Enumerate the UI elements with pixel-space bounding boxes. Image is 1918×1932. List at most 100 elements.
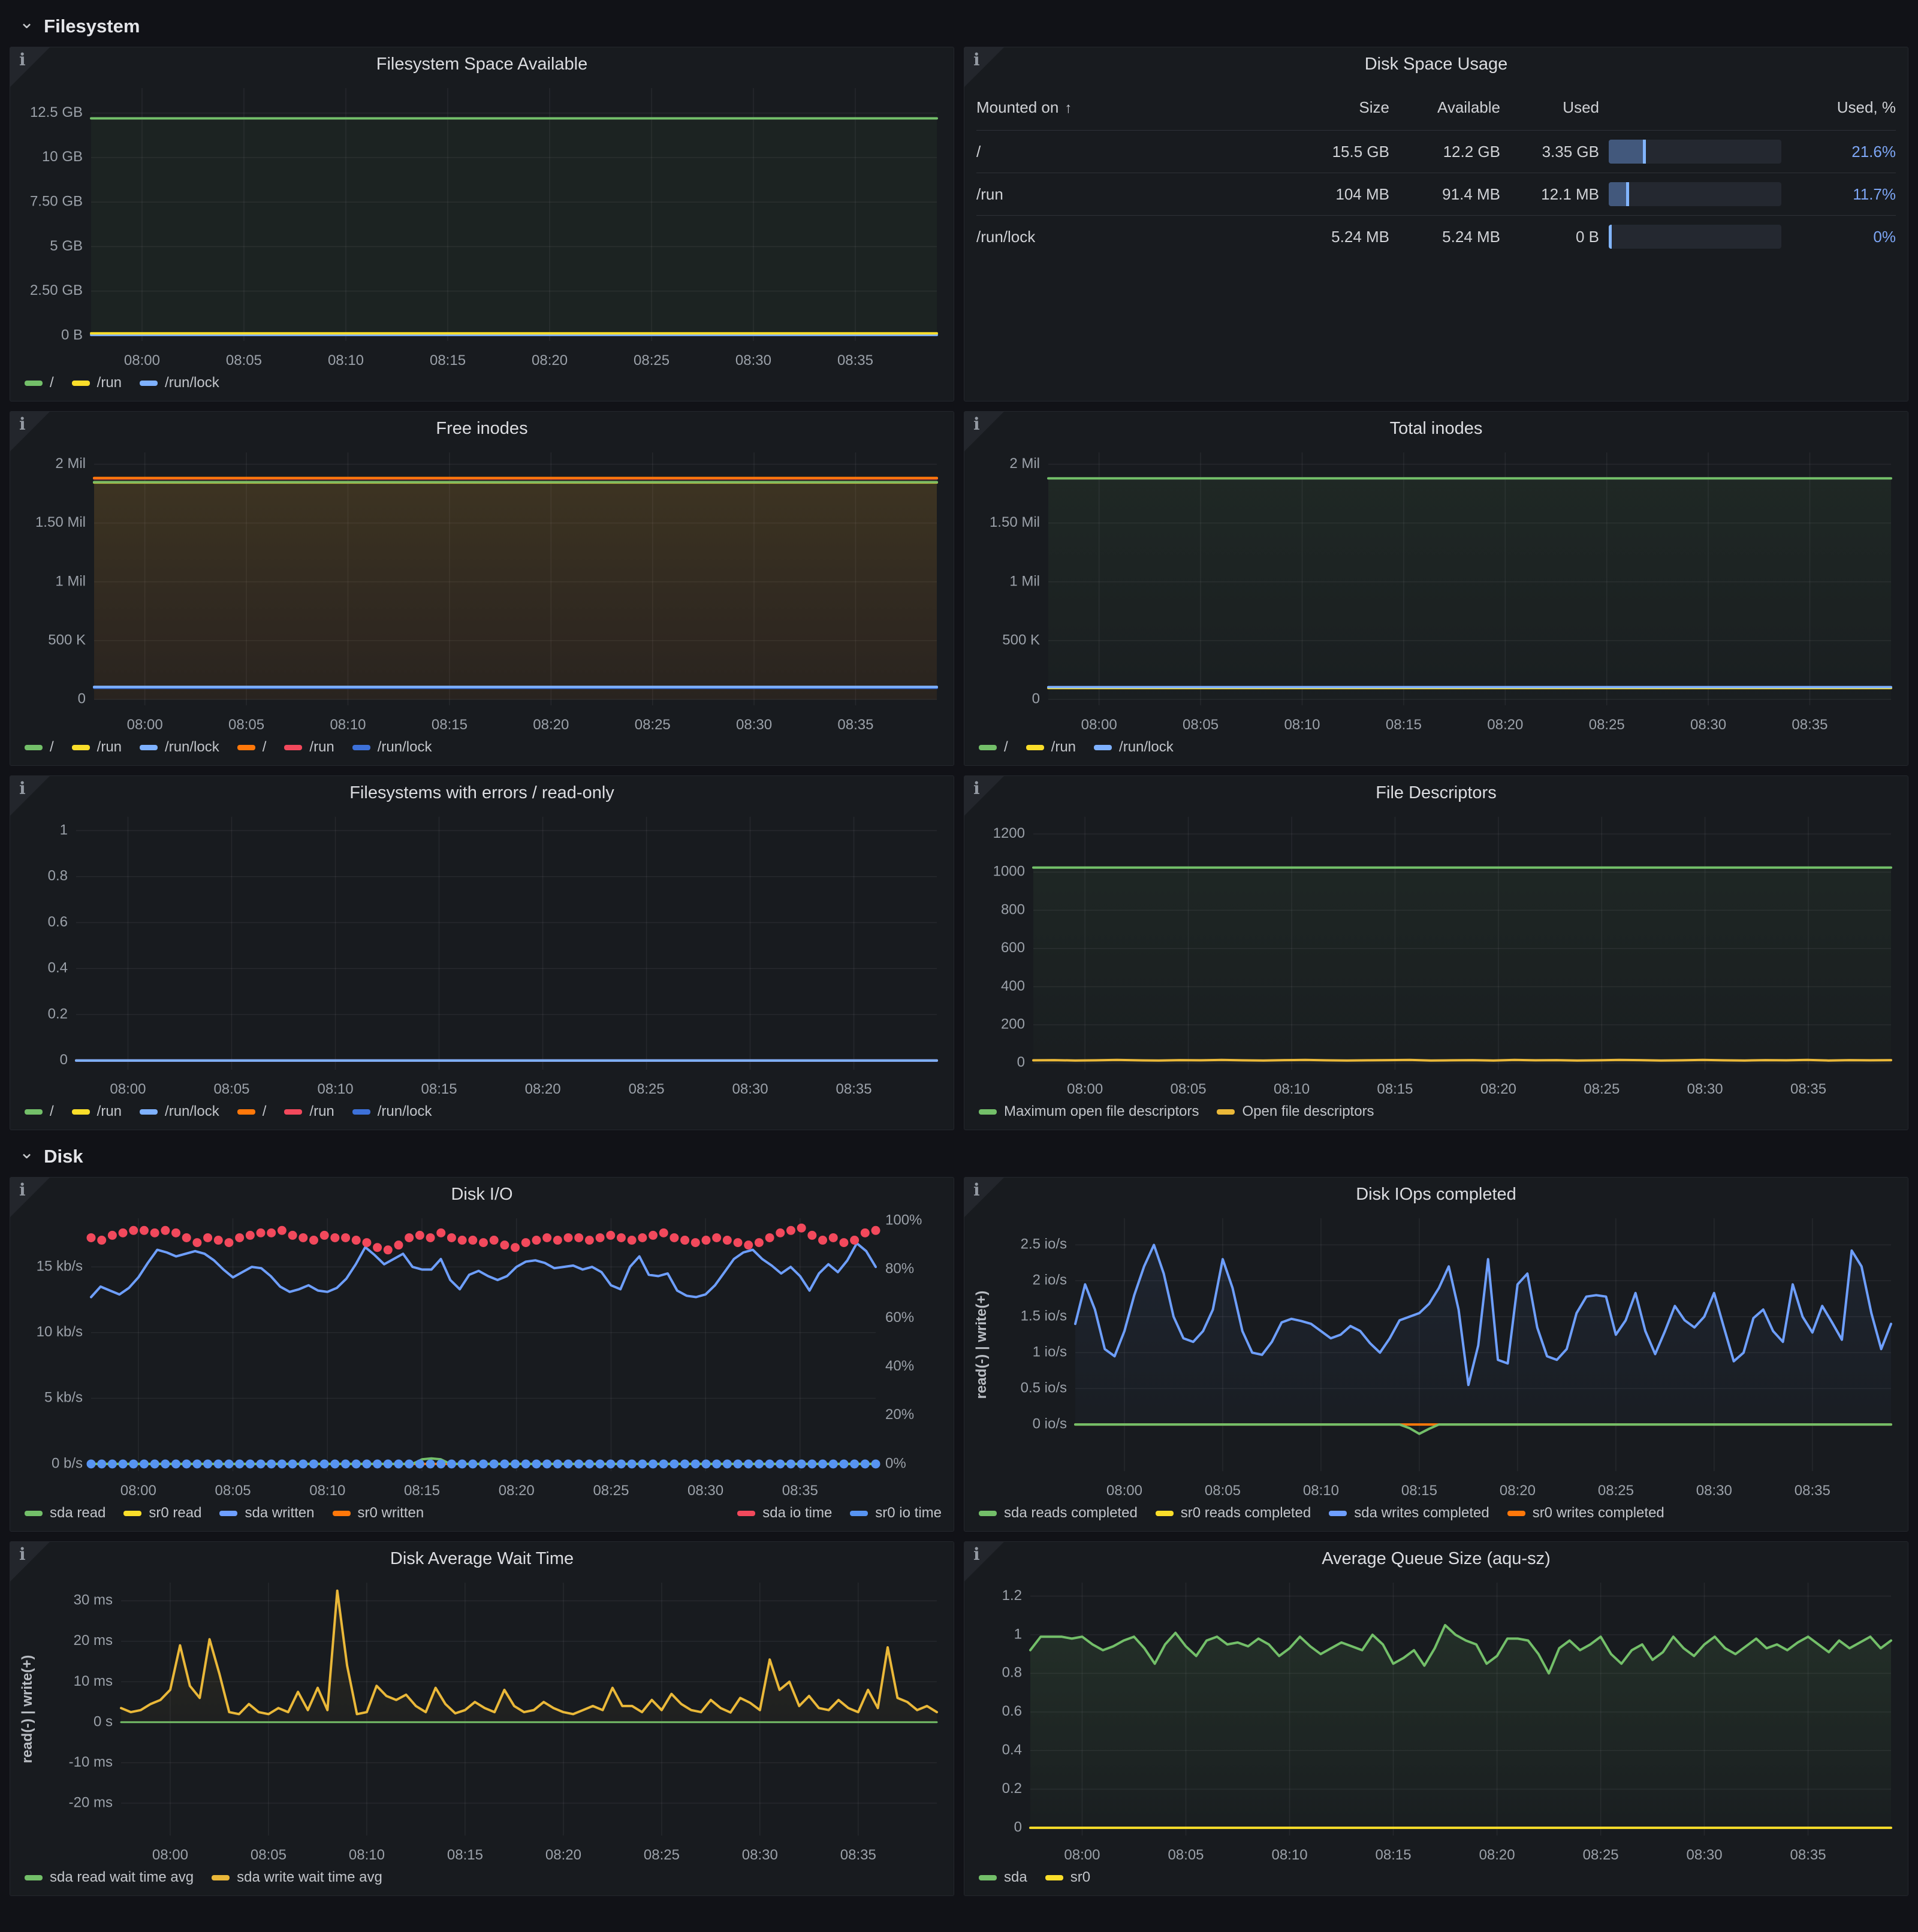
chart-canvas[interactable]: 0 500 K 1 Mil 1.50 Mil 2 Mil 08:00 08:05 08:10 0… [964, 445, 1908, 736]
panel-disk-io: i Disk I/O 0 b/s 5 kb/s 10 kb/s 15 kb/s 0% 20… [10, 1177, 954, 1532]
legend-item[interactable]: /run/lock [352, 1103, 432, 1120]
legend-marker [1026, 744, 1044, 750]
legend-item[interactable]: / [25, 739, 54, 756]
chart-canvas[interactable]: 0 0.2 0.4 0.6 0.8 1 1.2 08:00 08:05 08:10 08:15 08:… [964, 1575, 1908, 1867]
chart-canvas[interactable]: 0 200 400 600 800 1000 1200 08:00 08:05 08:10 08:1… [964, 810, 1908, 1101]
panel-title[interactable]: Average Queue Size (aqu-sz) [1322, 1548, 1551, 1568]
svg-text:5 kb/s: 5 kb/s [44, 1390, 83, 1406]
cell-mount: / [976, 142, 981, 161]
legend-item[interactable]: Maximum open file descriptors [979, 1103, 1199, 1120]
legend-item[interactable]: sda writes completed [1329, 1505, 1489, 1522]
legend-item[interactable]: Open file descriptors [1217, 1103, 1374, 1120]
chart-canvas[interactable]: 0 b/s 5 kb/s 10 kb/s 15 kb/s 0% 20% 40% 60% 80% 1… [10, 1211, 954, 1502]
legend-item[interactable]: sr0 io time [850, 1505, 942, 1522]
svg-text:08:00: 08:00 [127, 717, 163, 733]
legend-item[interactable]: / [237, 1103, 266, 1120]
panel-title[interactable]: File Descriptors [1376, 783, 1497, 802]
legend-item[interactable]: /run/lock [140, 375, 219, 391]
legend-item[interactable]: sda written [219, 1505, 315, 1522]
chart-legend: sda read wait time avg sda write wait tim… [10, 1867, 954, 1895]
legend-item[interactable]: /run [284, 1103, 334, 1120]
column-header-used[interactable]: Used [1563, 98, 1599, 116]
legend-item[interactable]: sr0 writes completed [1507, 1505, 1664, 1522]
section-header-disk[interactable]: ⌄ Disk [10, 1140, 1908, 1173]
legend-item[interactable]: /run [71, 1103, 122, 1120]
panel-title[interactable]: Disk Space Usage [1364, 54, 1508, 74]
column-header-mounted-on[interactable]: Mounted on ↑ [976, 98, 1072, 116]
chart-canvas[interactable]: 0 B 2.50 GB 5 GB 7.50 GB 10 GB 12.5 GB 08:00 08… [10, 81, 954, 372]
svg-text:08:30: 08:30 [687, 1483, 723, 1499]
svg-text:1 Mil: 1 Mil [1009, 573, 1040, 589]
chart-canvas[interactable]: 0 500 K 1 Mil 1.50 Mil 2 Mil 08:00 08:05 08:10 0… [10, 445, 954, 736]
legend-label: / [50, 1103, 54, 1119]
panel-title[interactable]: Free inodes [436, 418, 528, 438]
legend-item[interactable]: /run/lock [1094, 739, 1174, 756]
legend-item[interactable]: /run/lock [352, 739, 432, 756]
svg-text:08:15: 08:15 [1377, 1081, 1413, 1097]
legend-item[interactable]: /run/lock [140, 1103, 219, 1120]
legend-item[interactable]: /run [71, 375, 122, 391]
legend-item[interactable]: /run/lock [140, 739, 219, 756]
disk-grid: i Disk I/O 0 b/s 5 kb/s 10 kb/s 15 kb/s 0% 20… [10, 1177, 1908, 1896]
legend-item[interactable]: / [25, 1103, 54, 1120]
legend-label: /run [1051, 739, 1076, 755]
svg-text:08:35: 08:35 [1795, 1483, 1830, 1499]
legend-label: sda writes completed [1354, 1505, 1489, 1521]
panel-title[interactable]: Total inodes [1389, 418, 1483, 438]
table-row: / 15.5 GB 12.2 GB 3.35 GB 21.6% [976, 130, 1896, 173]
legend-item[interactable]: / [237, 739, 266, 756]
svg-text:08:10: 08:10 [1274, 1081, 1310, 1097]
svg-text:1200: 1200 [993, 825, 1025, 841]
column-header-size[interactable]: Size [1359, 98, 1389, 116]
panel-title[interactable]: Disk Average Wait Time [390, 1548, 574, 1568]
legend-item[interactable]: sda [979, 1869, 1027, 1886]
panel-title[interactable]: Disk I/O [451, 1184, 513, 1204]
svg-text:0: 0 [78, 691, 86, 707]
section-header-filesystem[interactable]: ⌄ Filesystem [10, 10, 1908, 43]
panel-title[interactable]: Filesystem Space Available [376, 54, 588, 74]
svg-text:0.4: 0.4 [1002, 1742, 1022, 1758]
legend-item[interactable]: sda read [25, 1505, 105, 1522]
legend-marker [123, 1510, 142, 1516]
chart-legend: sda reads completed sr0 reads completed sd… [964, 1502, 1908, 1531]
legend-marker [1094, 744, 1112, 750]
section-label: Disk [44, 1146, 83, 1167]
svg-text:08:35: 08:35 [837, 717, 873, 733]
legend-item[interactable]: sr0 reads completed [1155, 1505, 1311, 1522]
legend-marker [1155, 1510, 1174, 1516]
svg-text:08:25: 08:25 [1598, 1483, 1634, 1499]
panel-title[interactable]: Filesystems with errors / read-only [349, 783, 614, 802]
legend-item[interactable]: /run [284, 739, 334, 756]
svg-text:08:15: 08:15 [430, 352, 466, 369]
chevron-down-icon: ⌄ [19, 1143, 35, 1163]
legend-item[interactable]: sr0 read [123, 1505, 201, 1522]
cell-available: 12.2 GB [1443, 142, 1500, 161]
svg-text:08:00: 08:00 [1081, 717, 1117, 733]
chart-canvas[interactable]: -20 ms -10 ms 0 s 10 ms 20 ms 30 ms 08:00 08:05… [10, 1575, 954, 1867]
legend-item[interactable]: /run [1026, 739, 1076, 756]
legend-item[interactable]: /run [71, 739, 122, 756]
cell-gauge [1599, 225, 1791, 249]
svg-text:0.2: 0.2 [48, 1006, 68, 1022]
legend-item[interactable]: / [25, 375, 54, 391]
legend-item[interactable]: sr0 written [332, 1505, 424, 1522]
legend-item[interactable]: sda write wait time avg [212, 1869, 382, 1886]
chart-canvas[interactable]: 0 io/s 0.5 io/s 1 io/s 1.5 io/s 2 io/s 2.5 io… [964, 1211, 1908, 1502]
legend-item[interactable]: sda read wait time avg [25, 1869, 194, 1886]
svg-text:08:25: 08:25 [644, 1847, 680, 1863]
legend-marker [237, 1109, 255, 1115]
legend-label: /run [309, 1103, 334, 1119]
svg-text:08:00: 08:00 [1106, 1483, 1142, 1499]
legend-item[interactable]: / [979, 739, 1008, 756]
panel-title[interactable]: Disk IOps completed [1356, 1184, 1516, 1204]
column-header-used-pct[interactable]: Used, % [1836, 98, 1896, 116]
column-header-available[interactable]: Available [1437, 98, 1500, 116]
legend-marker [25, 1874, 43, 1880]
cell-used: 3.35 GB [1542, 142, 1599, 161]
legend-item[interactable]: sr0 [1045, 1869, 1090, 1886]
svg-text:0 s: 0 s [94, 1713, 113, 1729]
legend-item[interactable]: sda reads completed [979, 1505, 1138, 1522]
chart-canvas[interactable]: 0 0.2 0.4 0.6 0.8 1 08:00 08:05 08:10 08:15 08:20 0… [10, 810, 954, 1101]
legend-item[interactable]: sda io time [737, 1505, 832, 1522]
legend-group-left: sda read sr0 read sda written sr0 written [25, 1505, 424, 1522]
